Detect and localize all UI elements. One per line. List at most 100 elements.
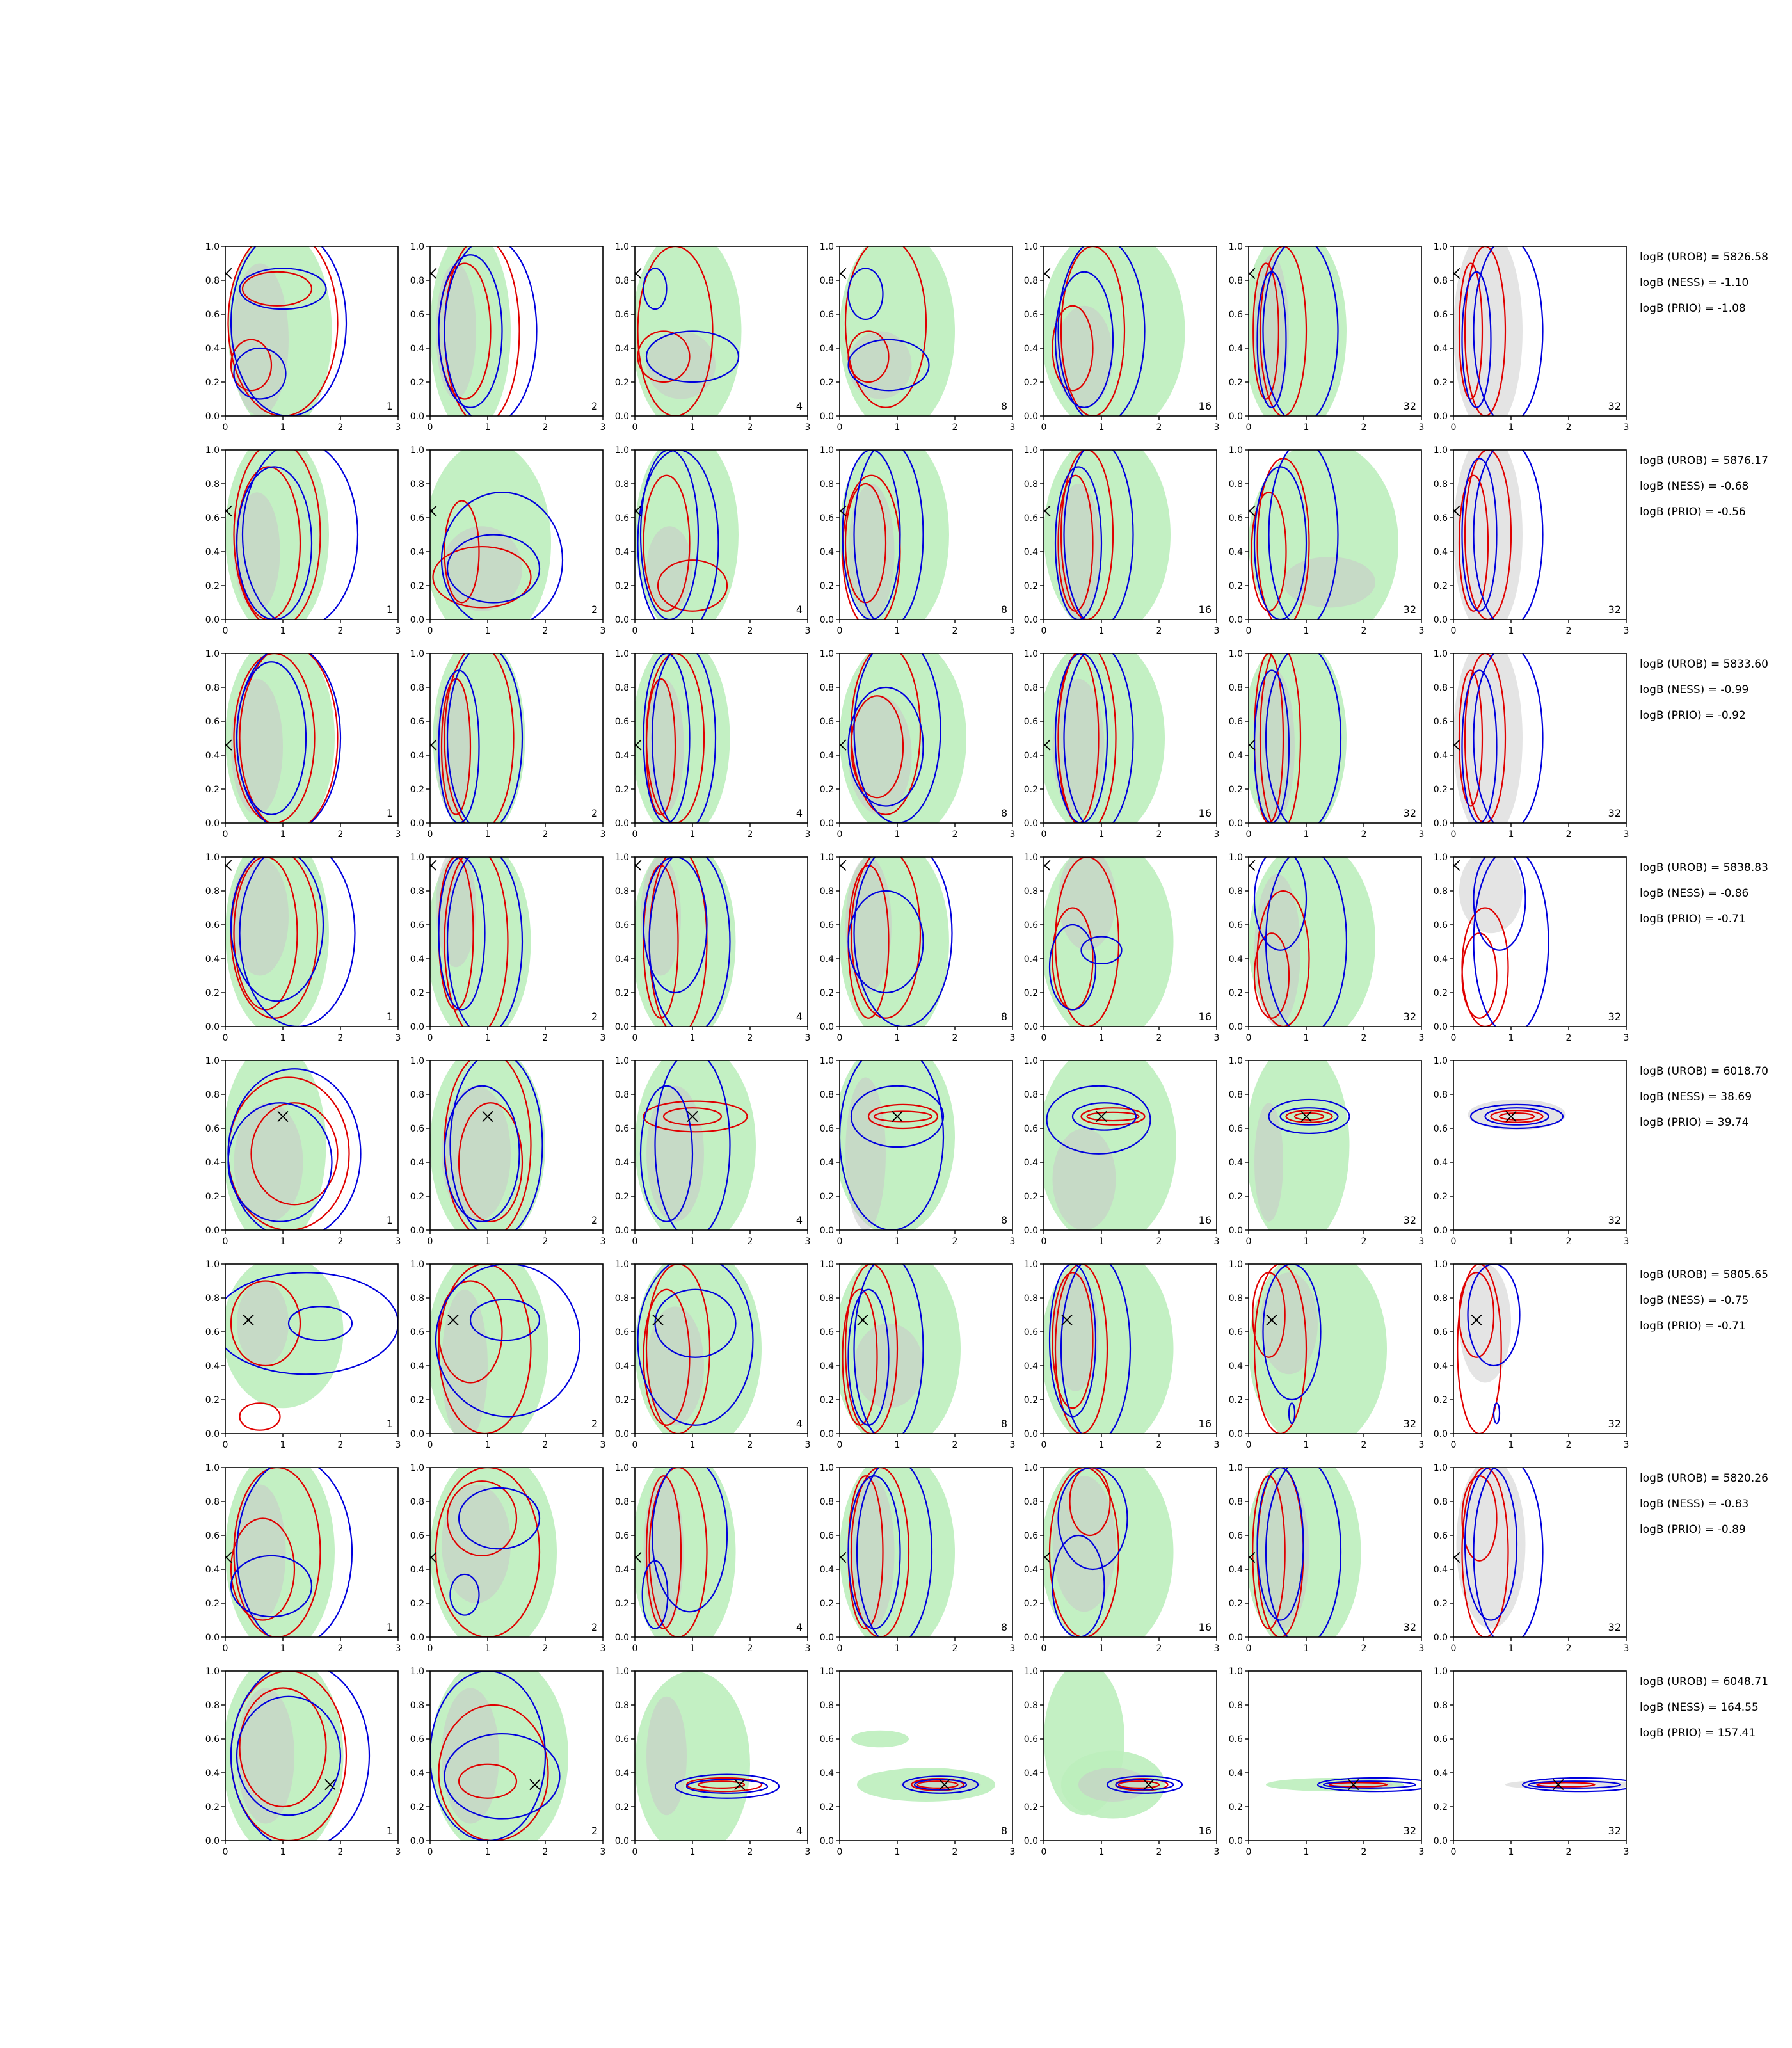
blue-contour-2 [440, 492, 564, 620]
true-value-marker [1300, 1110, 1312, 1123]
panel-contours [1044, 857, 1174, 1027]
y-tick-label: 0.6 [205, 920, 220, 931]
true-value-marker [1505, 1110, 1517, 1123]
true-value-marker [243, 1314, 254, 1326]
grey-density-region-1 [646, 1696, 687, 1816]
red-contour-2 [230, 339, 273, 392]
panel-contours [1266, 1777, 1421, 1793]
red-contour-2 [844, 246, 927, 408]
panel-r5-c3: 0 1 2 3 0.0 0.2 0.4 0.6 0.8 1.0 4 [615, 1056, 811, 1247]
blue-contour-1 [847, 686, 924, 807]
y-tick-label: 0.0 [1229, 615, 1243, 625]
y-tick-label: 0.8 [1434, 276, 1448, 286]
blue-contour-2 [241, 450, 359, 620]
y-tick-label: 0.2 [1024, 1599, 1038, 1609]
x-tick-label: 2 [1156, 422, 1162, 433]
y-tick-label: 0.2 [1229, 785, 1243, 795]
true-value-marker [430, 268, 437, 280]
panel-column-label: 8 [1001, 1621, 1007, 1633]
blue-contour-1 [1054, 653, 1108, 823]
x-tick-label: 0 [1451, 1236, 1457, 1247]
panel-column-label: 32 [1608, 400, 1621, 412]
y-tick-label: 0.2 [205, 988, 220, 998]
y-tick-label: 1.0 [1434, 242, 1448, 252]
x-tick-label: 2 [1361, 1847, 1367, 1857]
y-tick-label: 0.8 [1229, 886, 1243, 897]
y-tick-label: 0.0 [615, 1429, 629, 1439]
blue-contour-2 [1469, 1103, 1564, 1130]
y-tick-label: 0.8 [615, 479, 629, 490]
log-bayes-factor-text: logB (PRIO) = -1.08 [1640, 302, 1746, 315]
panel-r2-c7: 0 1 2 3 0.0 0.2 0.4 0.6 0.8 1.0 32 [1434, 445, 1629, 636]
red-contour-1 [230, 1517, 296, 1621]
y-tick-label: 0.6 [1434, 310, 1448, 320]
y-tick-label: 0.2 [205, 1802, 220, 1812]
y-tick-label: 0.2 [615, 1802, 629, 1812]
red-contour-1 [1117, 1780, 1160, 1789]
x-tick-label: 0 [1451, 1644, 1457, 1654]
x-tick-label: 0 [223, 829, 228, 840]
blue-contour-2 [1473, 246, 1544, 416]
panel-r4-c4: 0 1 2 3 0.0 0.2 0.4 0.6 0.8 1.0 8 [820, 852, 1016, 1043]
panel-r3-c7: 0 1 2 3 0.0 0.2 0.4 0.6 0.8 1.0 32 [1434, 649, 1629, 840]
x-tick-label: 3 [1214, 1847, 1220, 1857]
log-bayes-factor-text: logB (NESS) = -0.83 [1640, 1498, 1748, 1510]
panel-contours [1249, 1060, 1350, 1230]
blue-contour-2 [1063, 450, 1134, 620]
x-tick-label: 3 [600, 1644, 606, 1654]
y-tick-label: 0.6 [205, 1531, 220, 1541]
y-tick-label: 0.8 [1024, 1700, 1038, 1711]
y-tick-label: 0.6 [820, 1327, 834, 1338]
log-bayes-factor-text: logB (NESS) = -0.99 [1640, 684, 1748, 696]
x-tick-label: 2 [338, 1033, 344, 1043]
y-tick-label: 0.6 [1434, 1531, 1448, 1541]
panel-frame [429, 449, 604, 620]
x-tick-label: 2 [952, 1440, 958, 1450]
red-contour-1 [1252, 1475, 1286, 1629]
grey-density-region-1 [1055, 305, 1113, 408]
x-tick-label: 2 [1361, 1440, 1367, 1450]
x-tick-label: 3 [600, 626, 606, 636]
true-value-marker [1453, 739, 1460, 751]
blue-contour-1 [1054, 466, 1103, 620]
x-tick-label: 2 [338, 1236, 344, 1247]
x-tick-label: 1 [1099, 1440, 1105, 1450]
y-tick-label: 0.0 [410, 1429, 424, 1439]
y-tick-label: 1.0 [615, 649, 629, 659]
y-tick-label: 0.4 [820, 1565, 834, 1575]
panel-contours [1044, 246, 1185, 416]
y-tick-label: 0.6 [820, 1531, 834, 1541]
panel-contours [1468, 1099, 1566, 1130]
panel-column-label: 16 [1199, 1418, 1212, 1430]
y-tick-label: 0.0 [410, 1226, 424, 1236]
y-tick-label: 0.8 [820, 1090, 834, 1100]
true-value-marker [1044, 268, 1051, 280]
y-tick-label: 0.2 [615, 1395, 629, 1405]
blue-contour-2 [853, 857, 953, 1027]
y-tick-label: 1.0 [205, 242, 220, 252]
y-tick-label: 0.2 [615, 1599, 629, 1609]
panel-r1-c6: 0 1 2 3 0.0 0.2 0.4 0.6 0.8 1.0 32 [1229, 242, 1425, 433]
x-tick-label: 3 [1010, 1644, 1016, 1654]
x-tick-label: 0 [837, 1644, 843, 1654]
red-contour-3 [227, 246, 339, 416]
x-tick-label: 3 [396, 829, 401, 840]
panel-frame [429, 1467, 604, 1638]
panel-frame [1453, 653, 1627, 824]
y-tick-label: 0.6 [1434, 513, 1448, 524]
x-tick-label: 3 [805, 1847, 811, 1857]
y-tick-label: 0.0 [410, 1836, 424, 1846]
y-tick-label: 0.6 [1229, 513, 1243, 524]
panel-contours [1249, 246, 1347, 416]
panel-frame [429, 1263, 604, 1434]
panel-column-label: 16 [1199, 604, 1212, 616]
y-tick-label: 1.0 [1229, 1667, 1243, 1677]
grey-density-region-1 [237, 1281, 289, 1366]
blue-contour-2 [853, 653, 941, 823]
y-tick-label: 0.0 [1024, 1226, 1038, 1236]
y-tick-label: 0.4 [1229, 954, 1243, 964]
panel-frame [1453, 1060, 1627, 1231]
y-tick-label: 0.8 [615, 683, 629, 693]
y-tick-label: 0.6 [1229, 920, 1243, 931]
x-tick-label: 3 [1010, 626, 1016, 636]
